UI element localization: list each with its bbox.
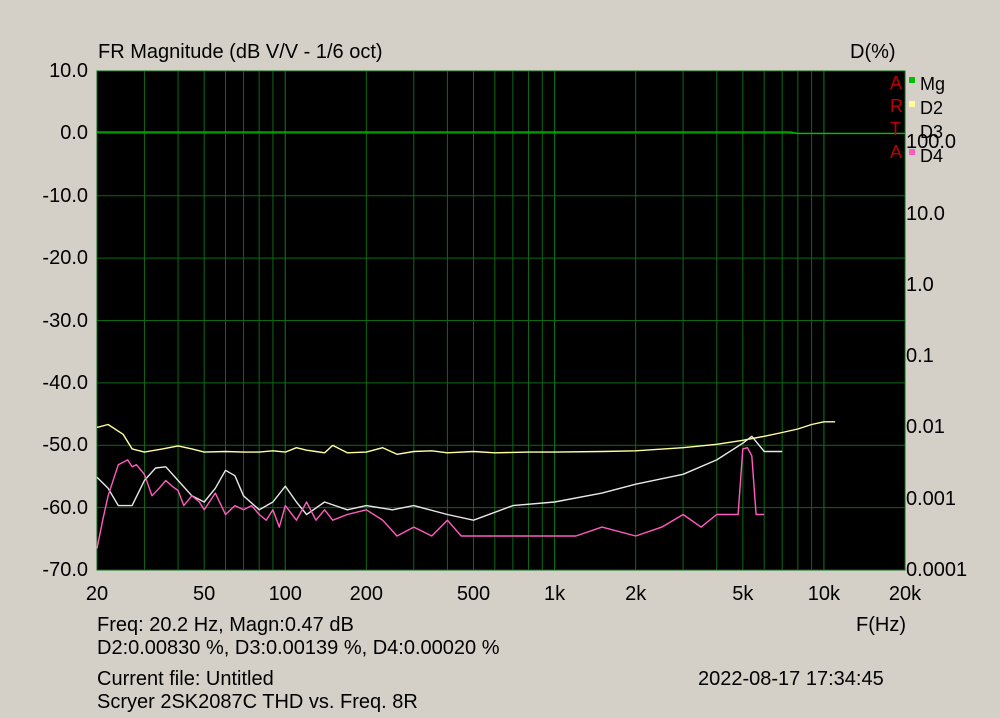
chart-title: FR Magnitude (dB V/V - 1/6 oct) bbox=[98, 41, 383, 63]
y-right-tick-label: 0.01 bbox=[906, 416, 945, 439]
x-tick-label: 10k bbox=[807, 583, 841, 605]
readout-distortion: D2:0.00830 %, D3:0.00139 %, D4:0.00020 % bbox=[97, 637, 500, 659]
timestamp: 2022-08-17 17:34:45 bbox=[698, 668, 884, 690]
x-axis-label: F(Hz) bbox=[856, 614, 906, 636]
x-tick-label: 2k bbox=[625, 583, 647, 605]
y-right-tick-label: 0.1 bbox=[906, 345, 934, 368]
readout-freq-magn: Freq: 20.2 Hz, Magn:0.47 dB bbox=[97, 614, 354, 636]
y-left-tick-label: -30.0 bbox=[42, 309, 88, 332]
x-tick-label: 500 bbox=[456, 583, 491, 605]
y-right-tick-label: 100.0 bbox=[906, 131, 957, 154]
series-line-d3 bbox=[96, 435, 783, 521]
legend-label-d4: D4 bbox=[920, 146, 944, 166]
x-tick-label: 20 bbox=[85, 583, 109, 605]
legend-swatch-mg bbox=[909, 77, 915, 83]
current-file: Current file: Untitled bbox=[97, 668, 274, 690]
x-tick-label: 5k bbox=[732, 583, 754, 605]
y-right-tick-label: 0.0001 bbox=[906, 559, 968, 581]
y-left-tick-label: -60.0 bbox=[42, 496, 88, 519]
y-left-tick-label: -20.0 bbox=[42, 247, 88, 270]
legend-brand-letter: R bbox=[890, 96, 903, 116]
series-line-d4 bbox=[96, 447, 765, 549]
series-line-d2 bbox=[96, 421, 836, 455]
y-left-tick-label: -50.0 bbox=[42, 434, 88, 457]
y-left-tick-label: 10.0 bbox=[49, 60, 88, 82]
x-tick-label: 200 bbox=[349, 583, 384, 605]
y-left-tick-label: -10.0 bbox=[42, 184, 88, 207]
y-right-tick-label: 0.001 bbox=[906, 487, 957, 510]
right-axis-label: D(%) bbox=[850, 41, 896, 63]
x-tick-label: 100 bbox=[268, 583, 302, 605]
legend-brand-letter: A bbox=[890, 142, 903, 162]
measurement-description: Scryer 2SK2087C THD vs. Freq. 8R bbox=[97, 691, 418, 713]
legend-brand-letter: T bbox=[890, 119, 901, 139]
y-left-tick-label: -40.0 bbox=[42, 371, 88, 394]
y-right-tick-label: 10.0 bbox=[906, 202, 945, 225]
y-right-tick-label: 1.0 bbox=[906, 273, 934, 296]
x-tick-label: 1k bbox=[544, 583, 566, 605]
legend-swatch-d2 bbox=[909, 101, 915, 107]
legend-label-d2: D2 bbox=[920, 98, 944, 118]
legend-brand-letter: A bbox=[890, 73, 903, 93]
legend-swatch-d4 bbox=[909, 149, 915, 155]
series-line-mg bbox=[97, 131, 905, 135]
x-tick-label: 20k bbox=[888, 583, 922, 605]
legend-label-mg: Mg bbox=[920, 74, 946, 94]
x-tick-label: 50 bbox=[193, 583, 216, 605]
plot-border bbox=[96, 70, 906, 571]
y-left-tick-label: -70.0 bbox=[42, 559, 88, 581]
y-left-tick-label: 0.0 bbox=[60, 122, 88, 145]
legend-label-d3: D3 bbox=[920, 122, 944, 142]
